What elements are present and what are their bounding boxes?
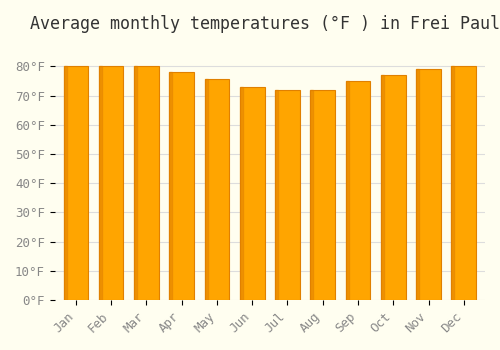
Bar xyxy=(204,79,208,300)
Bar xyxy=(346,81,348,300)
Bar xyxy=(240,87,243,300)
Bar xyxy=(99,66,124,300)
Bar xyxy=(170,72,194,300)
Bar xyxy=(275,90,300,300)
Bar xyxy=(134,66,159,300)
Bar xyxy=(99,66,102,300)
Bar xyxy=(416,69,419,300)
Bar xyxy=(346,81,370,300)
Bar xyxy=(381,75,384,300)
Bar xyxy=(381,75,406,300)
Bar xyxy=(416,69,441,300)
Bar xyxy=(64,66,66,300)
Bar xyxy=(452,66,454,300)
Bar xyxy=(204,79,230,300)
Bar xyxy=(275,90,278,300)
Bar xyxy=(310,90,335,300)
Bar xyxy=(134,66,137,300)
Title: Average monthly temperatures (°F ) in Frei Paulo: Average monthly temperatures (°F ) in Fr… xyxy=(30,15,500,33)
Bar xyxy=(310,90,314,300)
Bar xyxy=(240,87,264,300)
Bar xyxy=(452,66,476,300)
Bar xyxy=(170,72,172,300)
Bar xyxy=(64,66,88,300)
